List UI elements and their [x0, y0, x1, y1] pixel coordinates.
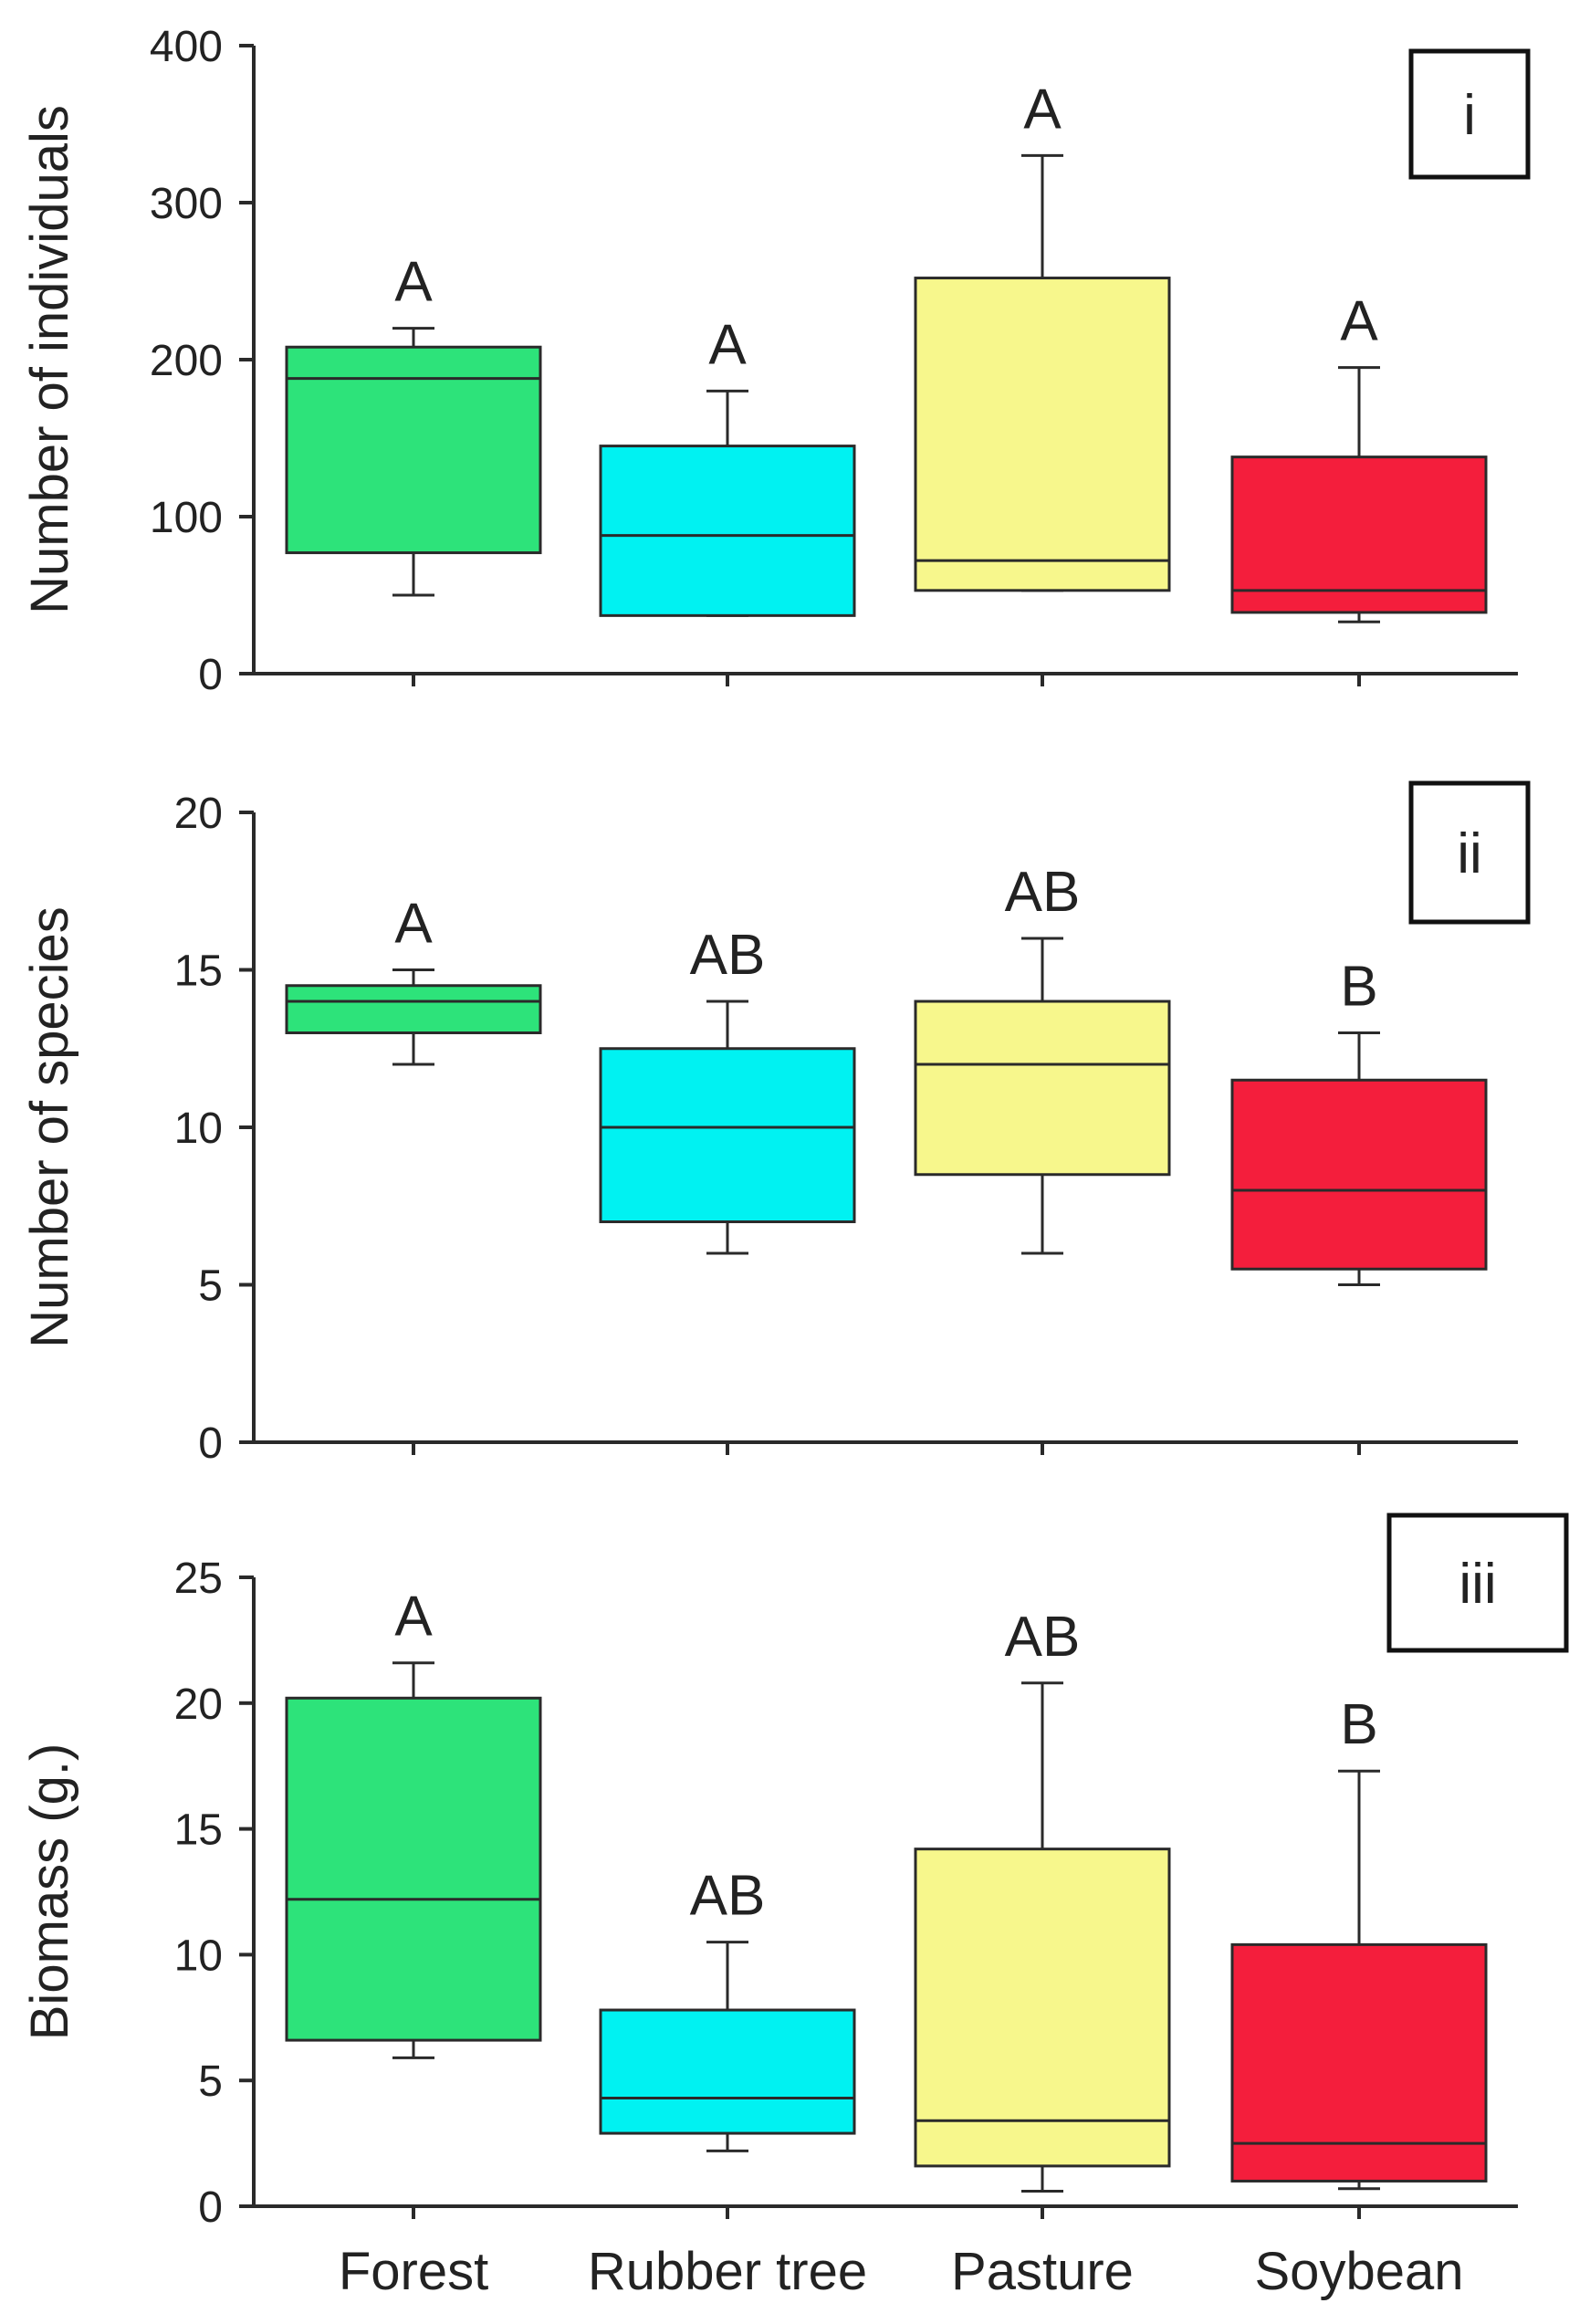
- y-tick-label: 15: [174, 1806, 223, 1855]
- box-soybean: B: [1230, 956, 1488, 1286]
- significance-letter: AB: [690, 1865, 766, 1928]
- panel-tag-box: [1386, 1513, 1569, 1653]
- box-forest: A: [285, 251, 542, 597]
- significance-letter: A: [394, 1586, 433, 1649]
- box-soybean: A: [1230, 290, 1488, 623]
- box-rubber-tree: A: [599, 313, 856, 617]
- y-tick-label: 100: [150, 494, 223, 542]
- y-tick-label: 200: [150, 337, 223, 385]
- significance-letter: AB: [690, 924, 766, 987]
- significance-letter: A: [394, 893, 433, 956]
- y-tick-label: 0: [198, 651, 223, 699]
- panel-tag-label: ii: [1457, 822, 1482, 885]
- box-body: [285, 345, 542, 555]
- box-body: [914, 1848, 1171, 2168]
- box-body: [1230, 455, 1488, 614]
- box-rubber-tree: AB: [599, 924, 856, 1255]
- y-axis-title: Biomass (g.): [20, 1743, 79, 2041]
- box-body: [914, 1000, 1171, 1177]
- significance-letter: A: [708, 313, 747, 376]
- panel-tag-box: [1408, 48, 1531, 180]
- y-tick-label: 300: [150, 180, 223, 228]
- box-body: [599, 445, 856, 617]
- panel-ii: 0 5 10 15 20 Number of species A AB AB Bii: [20, 780, 1531, 1468]
- y-axis-title: Number of species: [20, 906, 79, 1348]
- y-tick-label: 10: [174, 1931, 223, 1980]
- box-soybean: B: [1230, 1693, 1488, 2191]
- significance-letter: A: [394, 251, 433, 314]
- box-rubber-tree: AB: [599, 1865, 856, 2152]
- significance-letter: AB: [1005, 861, 1081, 924]
- x-category-label: Rubber tree: [588, 2242, 867, 2301]
- panel-i: 0 100 200 300 400 Number of individuals A A A Ai: [20, 23, 1531, 699]
- y-tick-label: 20: [174, 790, 223, 838]
- y-tick-label: 0: [198, 2183, 223, 2232]
- x-category-label: Forest: [339, 2242, 488, 2301]
- box-body: [599, 2008, 856, 2135]
- box-pasture: AB: [914, 1606, 1171, 2193]
- y-tick-label: 400: [150, 23, 223, 71]
- y-tick-label: 0: [198, 1419, 223, 1468]
- x-category-label: Pasture: [951, 2242, 1134, 2301]
- box-body: [285, 984, 542, 1034]
- box-pasture: A: [914, 78, 1171, 592]
- y-tick-label: 5: [198, 2057, 223, 2106]
- box-body: [285, 1696, 542, 2042]
- x-category-label: Soybean: [1255, 2242, 1464, 2301]
- panel-tag-box: [1408, 780, 1531, 925]
- box-body: [599, 1047, 856, 1223]
- significance-letter: A: [1340, 290, 1378, 353]
- y-tick-label: 5: [198, 1262, 223, 1311]
- y-tick-label: 15: [174, 947, 223, 996]
- significance-letter: B: [1340, 956, 1377, 1019]
- box-forest: A: [285, 1586, 542, 2059]
- significance-letter: A: [1023, 78, 1062, 141]
- box-forest: A: [285, 893, 542, 1066]
- y-tick-label: 10: [174, 1104, 223, 1153]
- panel-tag-label: i: [1463, 84, 1476, 147]
- panel-tag-label: iii: [1459, 1553, 1496, 1616]
- box-pasture: AB: [914, 861, 1171, 1255]
- y-tick-label: 20: [174, 1680, 223, 1729]
- y-axis-title: Number of individuals: [20, 105, 79, 614]
- significance-letter: AB: [1005, 1606, 1081, 1669]
- significance-letter: B: [1340, 1693, 1377, 1756]
- y-tick-label: 25: [174, 1555, 223, 1603]
- box-body: [914, 277, 1171, 592]
- box-body: [1230, 1942, 1488, 2183]
- box-body: [1230, 1078, 1488, 1271]
